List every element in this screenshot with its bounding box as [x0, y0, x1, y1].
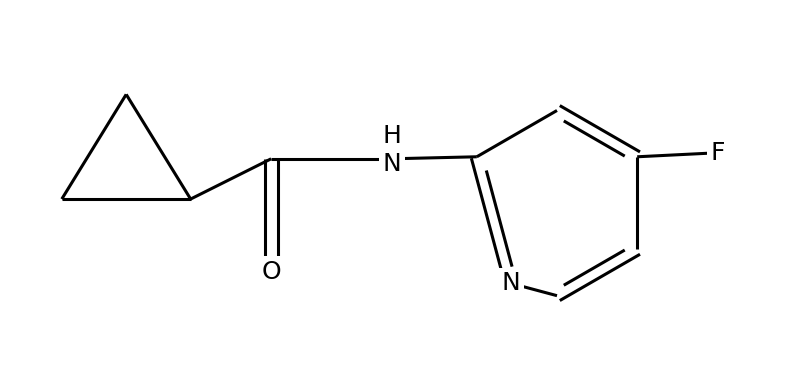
Text: O: O	[261, 259, 281, 283]
Text: H: H	[382, 124, 402, 148]
Text: N: N	[501, 271, 520, 295]
Text: N: N	[382, 152, 402, 176]
Text: F: F	[710, 141, 725, 165]
